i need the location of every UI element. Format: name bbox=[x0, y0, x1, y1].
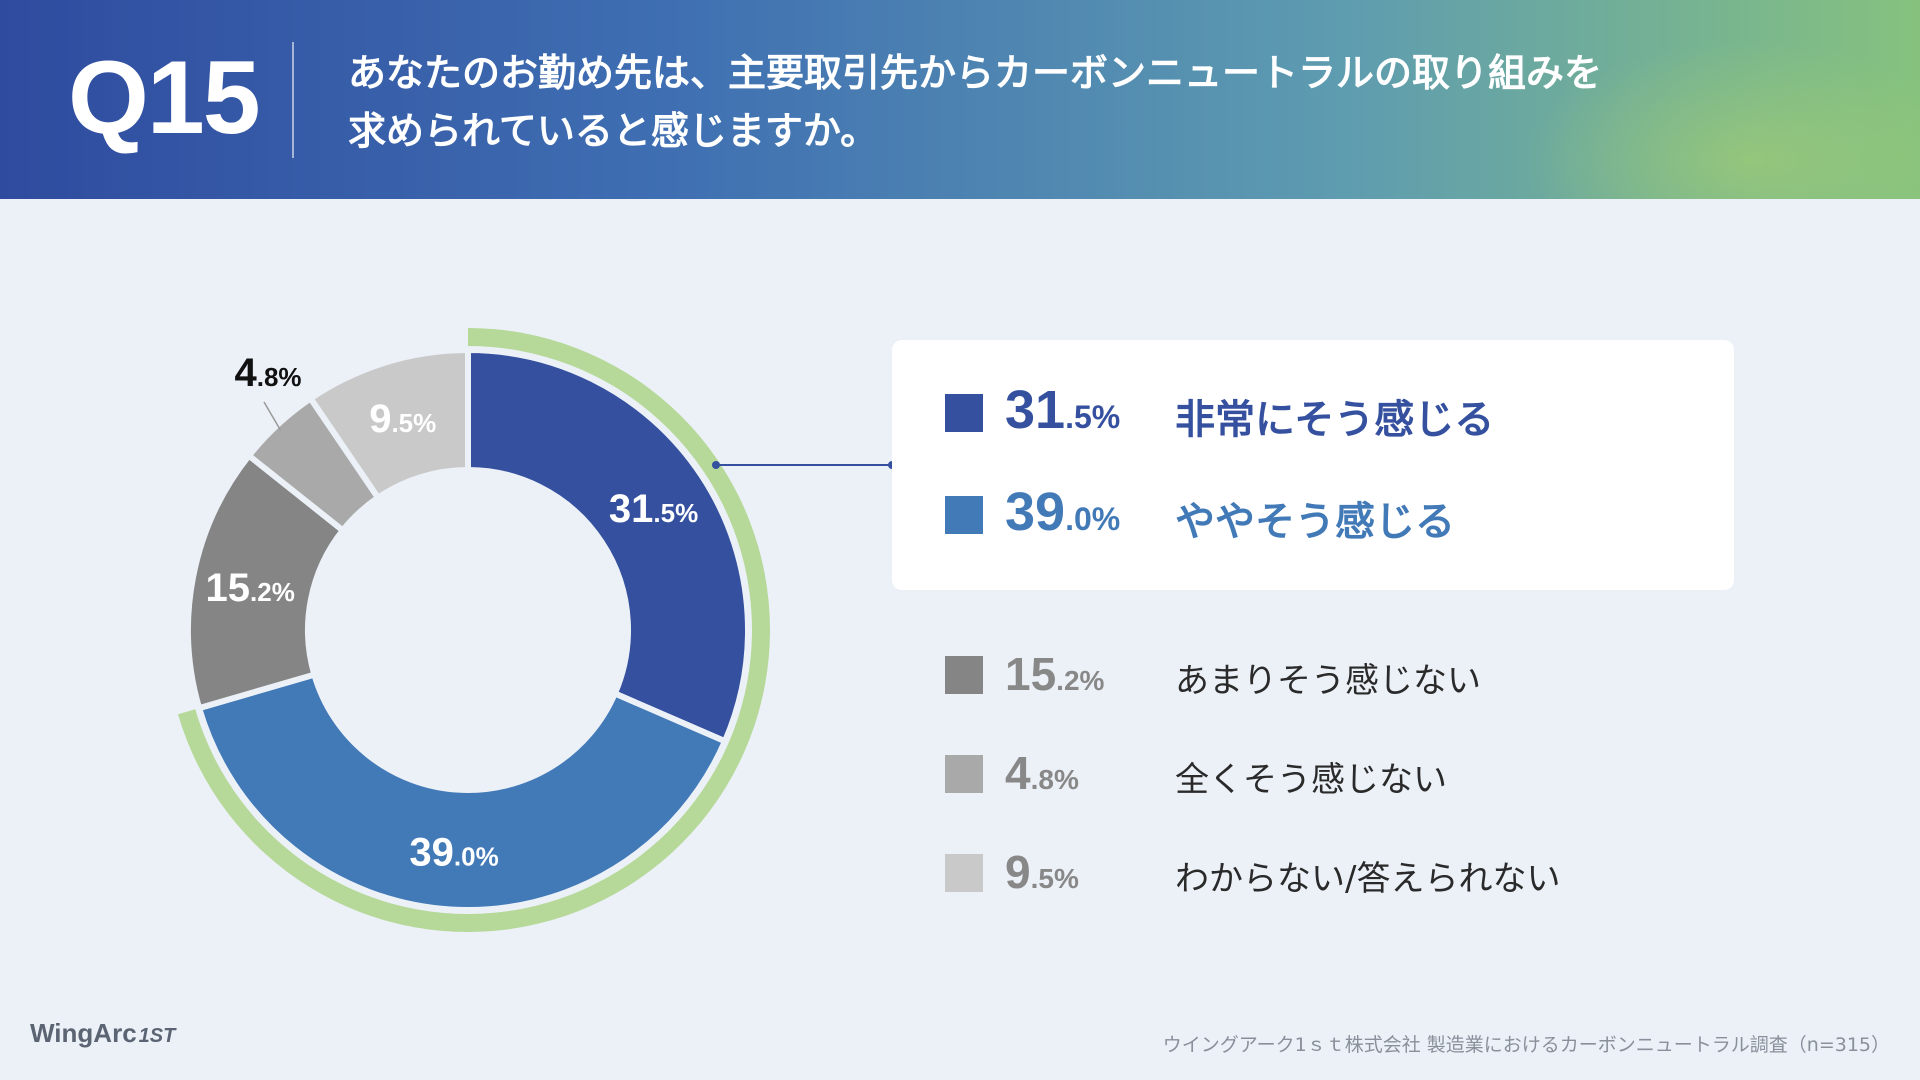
question-text: あなたのお勤め先は、主要取引先からカーボンニュートラルの取り組みを 求められてい… bbox=[348, 44, 1748, 160]
donut-slice-3 bbox=[185, 452, 346, 712]
header-glow bbox=[1520, 40, 1920, 199]
legend-label-3: あまりそう感じない bbox=[1175, 661, 1481, 701]
slice-label-int: 9 bbox=[369, 397, 391, 441]
header-banner: Q15 あなたのお勤め先は、主要取引先からカーボンニュートラルの取り組みを 求め… bbox=[0, 0, 1920, 199]
question-number: Q15 bbox=[68, 40, 261, 156]
slice-label-1: 31.5% bbox=[609, 487, 698, 531]
slice-label-dec: .2% bbox=[250, 577, 295, 607]
wingarc-logo: WingArc 1ST bbox=[30, 1018, 175, 1049]
legend-percent-3: 15.2% bbox=[1005, 648, 1105, 700]
slice-label-int: 15 bbox=[206, 566, 251, 610]
leader-line bbox=[263, 401, 282, 431]
slice-label-dec: .5% bbox=[391, 408, 436, 438]
legend-swatch-3 bbox=[945, 656, 983, 694]
legend-label-4: 全くそう感じない bbox=[1175, 760, 1447, 800]
slice-label-2: 39.0% bbox=[409, 831, 498, 875]
slice-label-int: 4 bbox=[234, 351, 257, 395]
legend-label-5: わからない/答えられない bbox=[1175, 859, 1561, 899]
source-note: ウイングアーク1ｓｔ株式会社 製造業におけるカーボンニュートラル調査（n=315… bbox=[1162, 1034, 1890, 1056]
legend-percent-4: 4.8% bbox=[1005, 747, 1079, 799]
donut-slice-2 bbox=[196, 671, 728, 913]
legend-swatch-1 bbox=[945, 394, 983, 432]
legend-swatch-5 bbox=[945, 854, 983, 892]
legend-percent-2: 39.0% bbox=[1005, 482, 1121, 542]
logo-suffix: 1ST bbox=[138, 1025, 176, 1047]
question-line-1: あなたのお勤め先は、主要取引先からカーボンニュートラルの取り組みを bbox=[348, 51, 1603, 95]
slice-label-int: 39 bbox=[409, 831, 454, 875]
slice-label-3: 15.2% bbox=[206, 566, 295, 610]
slice-label-int: 31 bbox=[609, 487, 654, 531]
question-line-2: 求められていると感じますか。 bbox=[348, 109, 879, 153]
header-divider bbox=[292, 42, 294, 158]
legend-percent-1: 31.5% bbox=[1005, 380, 1121, 440]
logo-text: WingArc bbox=[30, 1018, 137, 1048]
slice-label-dec: .0% bbox=[454, 842, 499, 872]
legend-swatch-2 bbox=[945, 496, 983, 534]
slice-label-4: 4.8% bbox=[234, 351, 301, 395]
slice-label-5: 9.5% bbox=[369, 397, 436, 441]
donut-slice-1 bbox=[465, 347, 751, 745]
donut-slice-5 bbox=[307, 347, 471, 501]
legend-label-1: 非常にそう感じる bbox=[1175, 397, 1495, 443]
legend-highlight-box bbox=[892, 340, 1734, 590]
legend-swatch-4 bbox=[945, 755, 983, 793]
legend-percent-5: 9.5% bbox=[1005, 846, 1079, 898]
legend-label-2: ややそう感じる bbox=[1175, 499, 1455, 545]
slice-label-dec: .8% bbox=[257, 362, 302, 392]
slice-label-dec: .5% bbox=[653, 498, 698, 528]
